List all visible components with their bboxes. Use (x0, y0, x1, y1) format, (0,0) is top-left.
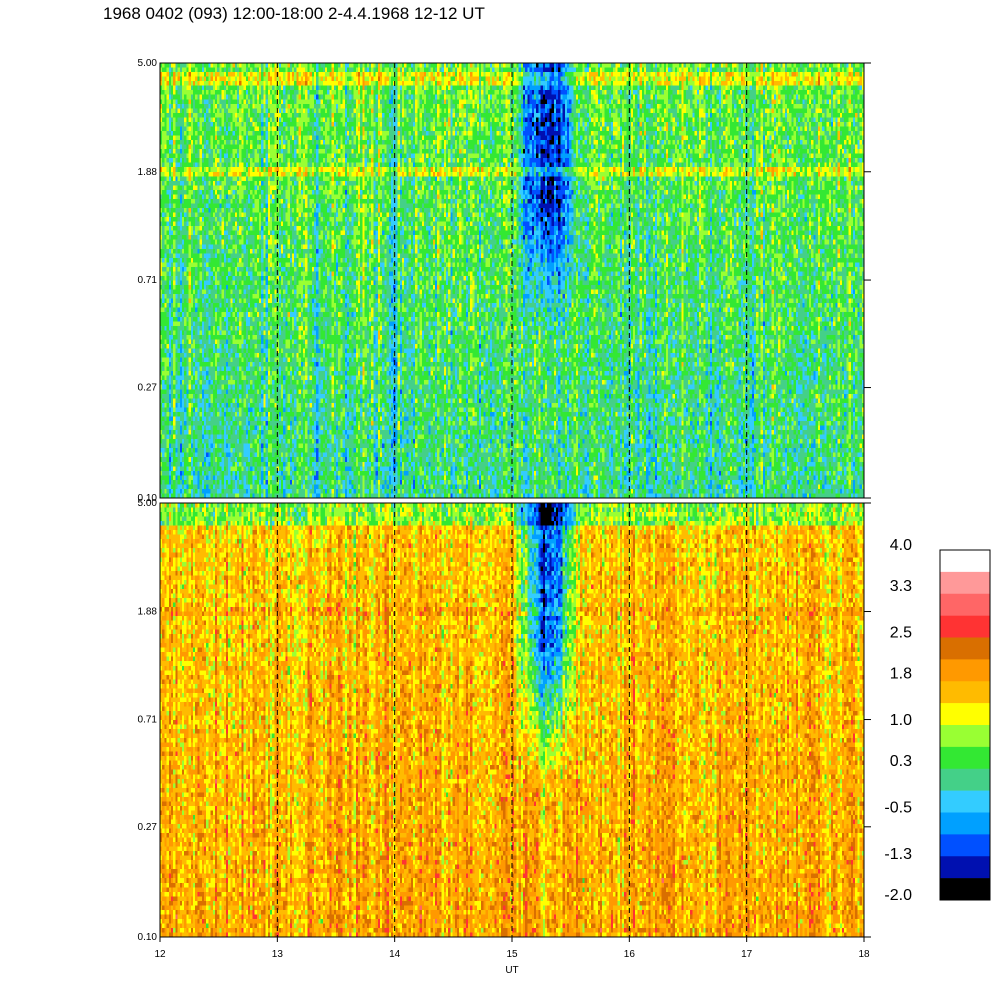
spectrogram-figure: 5.001.880.710.270.105.001.880.710.270.10… (0, 0, 1000, 1000)
